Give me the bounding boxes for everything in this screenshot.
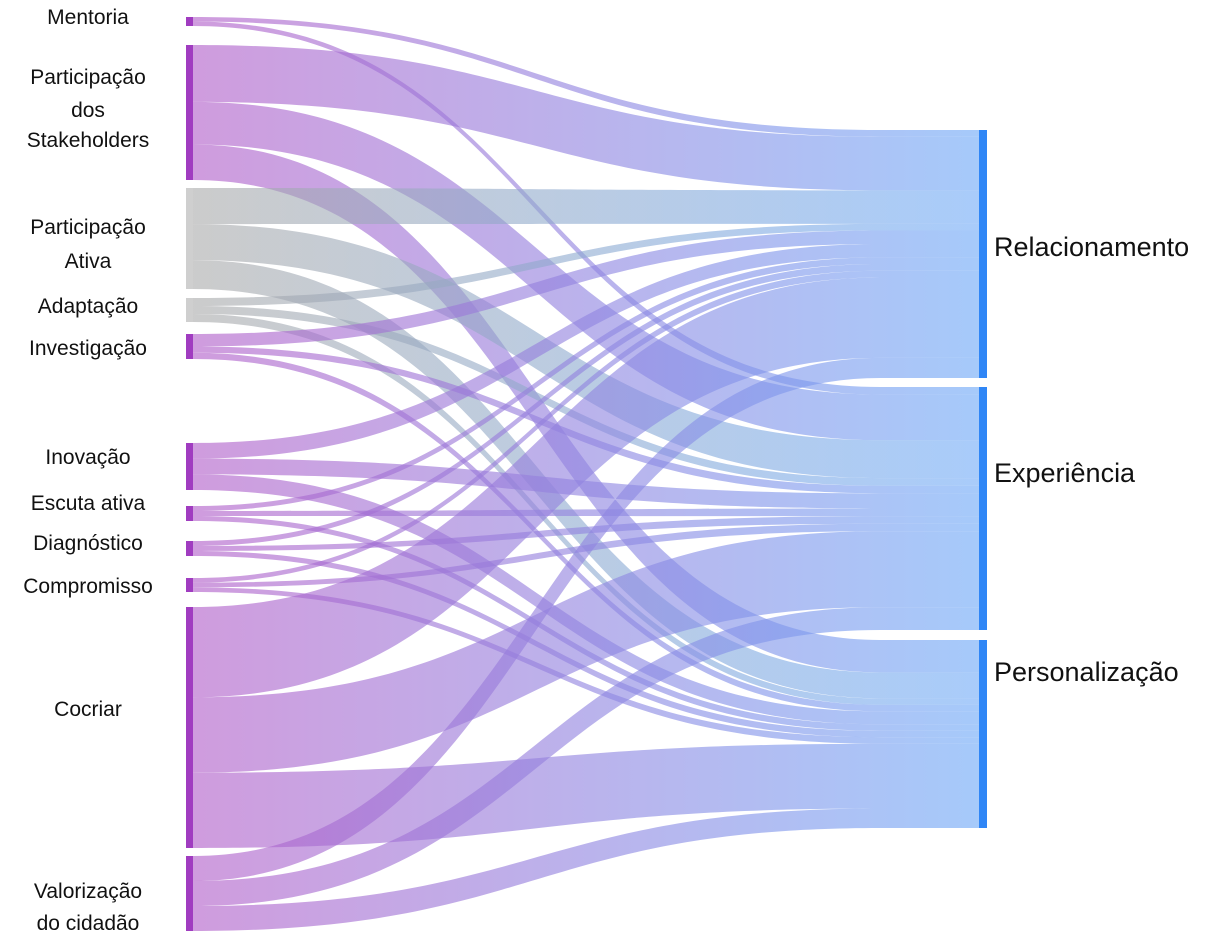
- labels-layer: Mentoria Participação dos Stakeholders Parti…: [23, 6, 1189, 935]
- target-node-relacionamento: [979, 130, 987, 378]
- source-node-escuta-ativa: [186, 506, 193, 521]
- links-layer: [193, 17, 979, 931]
- source-label-participacao-dos-stakeholders-line-2: dos: [71, 99, 105, 122]
- link-participacao-dos-stakeholders-to-relacionamento: [193, 45, 979, 191]
- source-label-escuta-ativa-line-1: Escuta ativa: [31, 492, 146, 515]
- source-node-compromisso: [186, 578, 193, 592]
- source-label-valorizacao-do-cidadao-line-1: Valorização: [34, 880, 142, 903]
- source-node-valorizacao-do-cidadao: [186, 856, 193, 931]
- source-label-compromisso-line-1: Compromisso: [23, 575, 153, 598]
- link-escuta-ativa-to-experiencia: [193, 508, 979, 517]
- source-node-adaptacao: [186, 298, 193, 322]
- source-label-participacao-ativa-line-1: Participação: [30, 216, 146, 239]
- target-label-experiencia: Experiência: [994, 458, 1136, 488]
- source-label-participacao-dos-stakeholders-line-1: Participação: [30, 66, 146, 89]
- source-node-participacao-ativa: [186, 188, 193, 289]
- link-valorizacao-do-cidadao-to-experiencia: [193, 607, 979, 906]
- source-label-participacao-ativa-line-2: Ativa: [65, 250, 112, 273]
- link-investigacao-to-relacionamento: [193, 230, 979, 347]
- target-node-personalizacao: [979, 640, 987, 828]
- target-label-personalizacao: Personalização: [994, 657, 1179, 687]
- target-label-relacionamento: Relacionamento: [994, 232, 1189, 262]
- link-compromisso-to-experiencia: [193, 523, 979, 588]
- link-participacao-ativa-to-relacionamento: [193, 188, 979, 225]
- source-label-participacao-dos-stakeholders-line-3: Stakeholders: [27, 129, 150, 152]
- source-node-participacao-dos-stakeholders: [186, 45, 193, 180]
- source-label-cocriar-line-1: Cocriar: [54, 698, 122, 721]
- source-node-cocriar: [186, 607, 193, 848]
- link-diagnostico-to-experiencia: [193, 516, 979, 551]
- target-node-experiencia: [979, 387, 987, 630]
- source-node-inovacao: [186, 443, 193, 490]
- source-node-investigacao: [186, 334, 193, 359]
- link-participacao-dos-stakeholders-to-experiencia: [193, 101, 979, 441]
- nodes-layer: [186, 17, 987, 931]
- source-label-diagnostico-line-1: Diagnóstico: [33, 532, 143, 555]
- source-node-mentoria: [186, 17, 193, 26]
- source-label-mentoria-line-1: Mentoria: [47, 6, 129, 29]
- source-label-inovacao-line-1: Inovação: [45, 446, 130, 469]
- link-adaptacao-to-relacionamento: [193, 223, 979, 306]
- source-label-adaptacao-line-1: Adaptação: [38, 295, 138, 318]
- source-label-valorizacao-do-cidadao-line-2: do cidadão: [37, 912, 140, 935]
- link-cocriar-to-experiencia: [193, 531, 979, 773]
- source-label-investigacao-line-1: Investigação: [29, 337, 147, 360]
- link-cocriar-to-relacionamento: [193, 277, 979, 698]
- link-cocriar-to-personalizacao: [193, 743, 979, 848]
- link-valorizacao-do-cidadao-to-personalizacao: [193, 808, 979, 931]
- source-node-diagnostico: [186, 541, 193, 556]
